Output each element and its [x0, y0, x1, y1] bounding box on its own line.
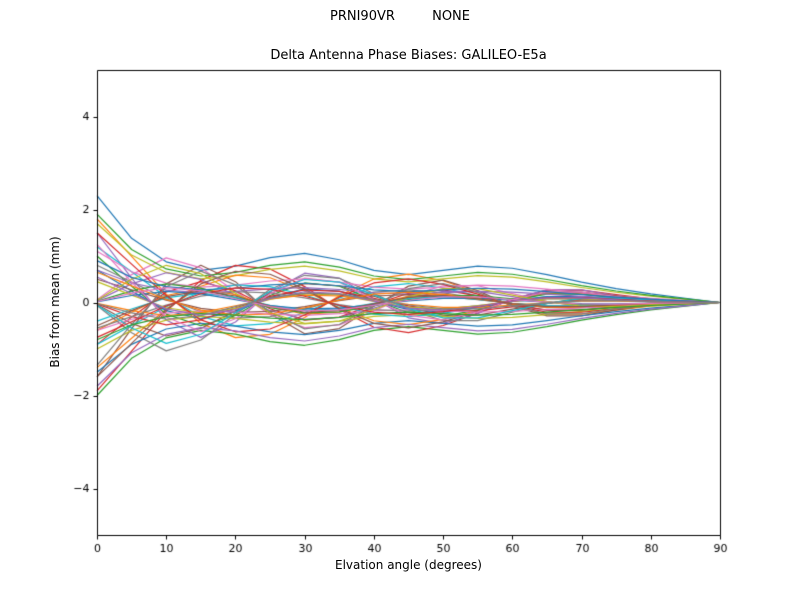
x-axis-label: Elvation angle (degrees) — [335, 558, 482, 572]
figure-suptitle: PRNI90VR NONE — [330, 9, 470, 24]
y-axis-label: Bias from mean (mm) — [48, 236, 62, 368]
axes-title: Delta Antenna Phase Biases: GALILEO-E5a — [270, 48, 547, 63]
